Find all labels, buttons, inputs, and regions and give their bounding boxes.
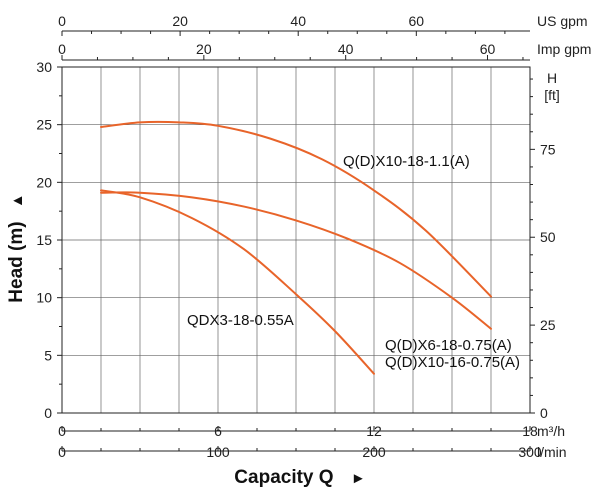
y-tick-label: 0 — [44, 405, 52, 421]
y-right-unit-h: H — [547, 70, 557, 86]
y-axis-arrow: ▲ — [9, 193, 26, 208]
y-tick-label: 30 — [36, 59, 52, 75]
imp-gpm-tick-label: 0 — [58, 41, 66, 57]
m3h-unit-label: m³/h — [537, 423, 565, 439]
imp-gpm-tick-label: 20 — [196, 41, 212, 57]
us-gpm-tick-label: 20 — [172, 13, 188, 29]
m3h-tick-label: 6 — [214, 423, 222, 439]
lmin-unit-label: l/min — [537, 444, 567, 460]
y-right-tick-label: 50 — [540, 229, 556, 245]
curve-label-qdx6-18: Q(D)X6-18-0.75(A) — [385, 337, 512, 354]
y-tick-label: 5 — [44, 347, 52, 363]
series-curve-3 — [100, 189, 375, 375]
x-axis-title: Capacity Q ► — [234, 467, 365, 488]
y-axis-title: Head (m) ▲ — [6, 193, 27, 302]
y-tick-label: 10 — [36, 290, 52, 306]
curve-label-qdx10-16: Q(D)X10-16-0.75(A) — [385, 354, 520, 371]
series-curve-1 — [100, 120, 492, 298]
y-axis-title-text: Head (m) — [6, 221, 27, 302]
axes — [57, 30, 535, 452]
y-tick-label: 25 — [36, 117, 52, 133]
series-curve-2 — [100, 191, 492, 330]
m3h-tick-label: 12 — [366, 423, 382, 439]
x-axis-title-text: Capacity Q — [234, 467, 333, 488]
y-tick-label: 20 — [36, 174, 52, 190]
y-tick-label: 15 — [36, 232, 52, 248]
curves — [100, 120, 492, 375]
imp-gpm-tick-label: 40 — [338, 41, 354, 57]
lmin-tick-label: 300 — [518, 444, 542, 460]
curve-label-qdx10-18: Q(D)X10-18-1.1(A) — [343, 153, 470, 170]
us-gpm-tick-label: 0 — [58, 13, 66, 29]
y-right-tick-label: 0 — [540, 405, 548, 421]
us-gpm-unit-label: US gpm — [537, 13, 588, 29]
us-gpm-tick-label: 40 — [290, 13, 306, 29]
imp-gpm-tick-label: 60 — [480, 41, 496, 57]
y-right-unit-ft: [ft] — [544, 87, 560, 103]
y-right-tick-label: 25 — [540, 317, 556, 333]
lmin-tick-label: 200 — [362, 444, 386, 460]
m3h-tick-label: 0 — [58, 423, 66, 439]
imp-gpm-unit-label: Imp gpm — [537, 41, 591, 57]
lmin-tick-label: 100 — [206, 444, 230, 460]
curve-label-qdx3-18: QDX3-18-0.55A — [187, 312, 294, 329]
x-axis-arrow: ► — [351, 470, 366, 487]
y-right-tick-label: 75 — [540, 141, 556, 157]
m3h-tick-label: 18 — [522, 423, 538, 439]
us-gpm-tick-label: 60 — [409, 13, 425, 29]
lmin-tick-label: 0 — [58, 444, 66, 460]
curve-labels: Q(D)X10-18-1.1(A) QDX3-18-0.55A Q(D)X6-18-… — [187, 153, 520, 371]
